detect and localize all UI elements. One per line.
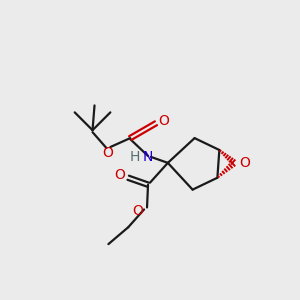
Text: H: H <box>130 150 140 164</box>
Text: O: O <box>133 204 143 218</box>
Text: N: N <box>143 150 153 164</box>
Text: O: O <box>240 156 250 170</box>
Text: O: O <box>102 146 113 160</box>
Text: O: O <box>114 168 125 182</box>
Text: O: O <box>158 114 169 128</box>
